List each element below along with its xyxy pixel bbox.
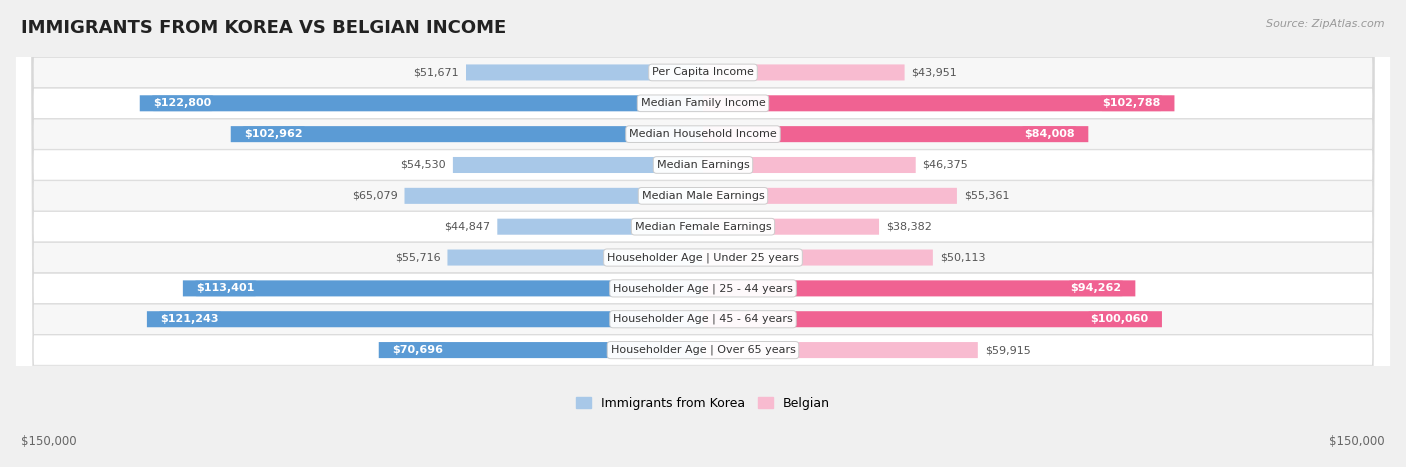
Legend: Immigrants from Korea, Belgian: Immigrants from Korea, Belgian bbox=[571, 392, 835, 415]
Text: Median Female Earnings: Median Female Earnings bbox=[634, 222, 772, 232]
Text: $38,382: $38,382 bbox=[886, 222, 932, 232]
Text: $50,113: $50,113 bbox=[939, 253, 986, 262]
FancyBboxPatch shape bbox=[447, 249, 703, 266]
FancyBboxPatch shape bbox=[15, 0, 1391, 467]
Text: $46,375: $46,375 bbox=[922, 160, 969, 170]
FancyBboxPatch shape bbox=[703, 157, 915, 173]
FancyBboxPatch shape bbox=[405, 188, 703, 204]
FancyBboxPatch shape bbox=[15, 0, 1391, 467]
Text: $100,060: $100,060 bbox=[1090, 314, 1149, 324]
FancyBboxPatch shape bbox=[703, 280, 1136, 297]
Text: Householder Age | Over 65 years: Householder Age | Over 65 years bbox=[610, 345, 796, 355]
Text: $150,000: $150,000 bbox=[1329, 435, 1385, 448]
Text: Householder Age | 25 - 44 years: Householder Age | 25 - 44 years bbox=[613, 283, 793, 294]
FancyBboxPatch shape bbox=[378, 342, 703, 358]
FancyBboxPatch shape bbox=[15, 0, 1391, 467]
FancyBboxPatch shape bbox=[703, 95, 1174, 111]
FancyBboxPatch shape bbox=[15, 0, 1391, 467]
Text: $122,800: $122,800 bbox=[153, 98, 212, 108]
FancyBboxPatch shape bbox=[139, 95, 703, 111]
FancyBboxPatch shape bbox=[703, 219, 879, 235]
FancyBboxPatch shape bbox=[703, 64, 904, 80]
FancyBboxPatch shape bbox=[15, 0, 1391, 467]
Text: $113,401: $113,401 bbox=[197, 283, 254, 293]
Text: $84,008: $84,008 bbox=[1024, 129, 1074, 139]
Text: Median Male Earnings: Median Male Earnings bbox=[641, 191, 765, 201]
FancyBboxPatch shape bbox=[703, 311, 1161, 327]
Text: $102,788: $102,788 bbox=[1102, 98, 1161, 108]
Text: $54,530: $54,530 bbox=[401, 160, 446, 170]
Text: $59,915: $59,915 bbox=[984, 345, 1031, 355]
Text: $121,243: $121,243 bbox=[160, 314, 219, 324]
Text: $44,847: $44,847 bbox=[444, 222, 491, 232]
Text: $55,716: $55,716 bbox=[395, 253, 440, 262]
FancyBboxPatch shape bbox=[703, 342, 977, 358]
FancyBboxPatch shape bbox=[183, 280, 703, 297]
Text: $55,361: $55,361 bbox=[963, 191, 1010, 201]
FancyBboxPatch shape bbox=[15, 0, 1391, 467]
FancyBboxPatch shape bbox=[15, 0, 1391, 467]
Text: Median Earnings: Median Earnings bbox=[657, 160, 749, 170]
Text: Median Household Income: Median Household Income bbox=[628, 129, 778, 139]
FancyBboxPatch shape bbox=[146, 311, 703, 327]
FancyBboxPatch shape bbox=[703, 188, 957, 204]
Text: $150,000: $150,000 bbox=[21, 435, 77, 448]
FancyBboxPatch shape bbox=[15, 0, 1391, 467]
Text: Householder Age | Under 25 years: Householder Age | Under 25 years bbox=[607, 252, 799, 263]
FancyBboxPatch shape bbox=[15, 0, 1391, 467]
Text: $94,262: $94,262 bbox=[1070, 283, 1122, 293]
Text: $70,696: $70,696 bbox=[392, 345, 443, 355]
Text: $43,951: $43,951 bbox=[911, 67, 957, 78]
Text: Per Capita Income: Per Capita Income bbox=[652, 67, 754, 78]
Text: $102,962: $102,962 bbox=[245, 129, 304, 139]
Text: IMMIGRANTS FROM KOREA VS BELGIAN INCOME: IMMIGRANTS FROM KOREA VS BELGIAN INCOME bbox=[21, 19, 506, 37]
FancyBboxPatch shape bbox=[703, 249, 932, 266]
FancyBboxPatch shape bbox=[703, 126, 1088, 142]
Text: Householder Age | 45 - 64 years: Householder Age | 45 - 64 years bbox=[613, 314, 793, 325]
Text: Median Family Income: Median Family Income bbox=[641, 98, 765, 108]
FancyBboxPatch shape bbox=[231, 126, 703, 142]
Text: $51,671: $51,671 bbox=[413, 67, 460, 78]
FancyBboxPatch shape bbox=[498, 219, 703, 235]
FancyBboxPatch shape bbox=[15, 0, 1391, 467]
FancyBboxPatch shape bbox=[465, 64, 703, 80]
FancyBboxPatch shape bbox=[453, 157, 703, 173]
Text: $65,079: $65,079 bbox=[352, 191, 398, 201]
Text: Source: ZipAtlas.com: Source: ZipAtlas.com bbox=[1267, 19, 1385, 28]
